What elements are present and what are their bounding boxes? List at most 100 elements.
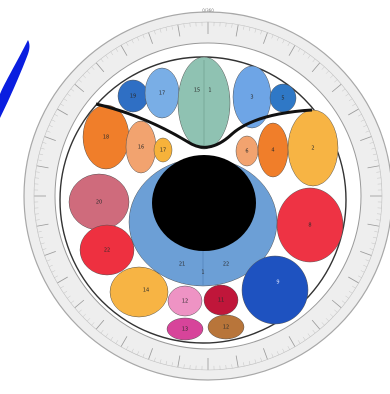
scale-tick (352, 285, 356, 289)
scale-tick (44, 136, 56, 141)
bubble-left-upper-lightblue: 17 (144, 67, 180, 119)
scale-tick (165, 360, 168, 365)
scale-tick (131, 39, 134, 44)
scale-tick (159, 359, 162, 364)
scale-tick (345, 295, 349, 299)
scale-tick (35, 171, 40, 173)
bubble-label: 16 (138, 145, 144, 151)
scale-tick (331, 299, 342, 309)
scale-tick (126, 345, 129, 350)
scale-tick (376, 219, 381, 221)
scale-tick (86, 70, 91, 74)
scale-tick (341, 88, 346, 92)
scale-tick (51, 270, 56, 273)
scale-tick (115, 340, 119, 344)
scale-tick (91, 322, 95, 326)
scale-tick (39, 153, 44, 156)
scale-guide-circle (33, 21, 383, 371)
bubble-label: 22 (223, 262, 229, 268)
scale-tick (363, 264, 368, 267)
scale-tick (153, 30, 156, 35)
scale-tick (287, 42, 290, 47)
bubble-bottom-pink: 12 (167, 285, 203, 317)
scale-tick (243, 25, 245, 30)
bubble-label: 4 (271, 148, 274, 154)
scale-tick (325, 70, 330, 74)
scale-tick (302, 336, 306, 341)
scale-tick (288, 336, 296, 347)
wavy-divider (95, 102, 313, 149)
bubble-right-yellow: 2 (287, 109, 339, 187)
bubble-label: 18 (103, 135, 109, 141)
scale-tick (243, 362, 245, 367)
scale-tick (248, 360, 251, 365)
scale-tick (348, 290, 353, 294)
bubble-label: 5 (281, 96, 284, 102)
bubble-bottom-brown: 12 (207, 314, 245, 340)
ring-top-label: 0/360 (202, 8, 214, 13)
scale-tick (42, 141, 47, 144)
scale-tick (360, 119, 365, 122)
scale-tick (82, 313, 86, 318)
scale-tick (369, 248, 374, 251)
scale-tick (360, 136, 372, 141)
scale-tick (177, 355, 181, 368)
bubble-bottom-yellow: 14 (109, 266, 169, 318)
scale-tick (137, 351, 140, 356)
scale-tick (334, 79, 338, 83)
bubble-label: 2 (311, 146, 314, 152)
left-blue-shape (0, 40, 30, 118)
black-core (152, 155, 256, 251)
scale-tick (35, 219, 40, 221)
scale-tick (331, 83, 342, 93)
scale-tick (46, 130, 51, 133)
scale-tick (372, 236, 377, 239)
scale-tick (325, 318, 330, 322)
scale-tick (276, 351, 279, 356)
bubble-top-center: 15 1 (177, 56, 231, 150)
bubble-label: 19 (130, 94, 136, 100)
scale-tick (115, 48, 119, 52)
scale-tick (54, 275, 59, 278)
scale-tick (254, 359, 257, 364)
bubble-right-peach-small: 6 (235, 135, 259, 167)
scale-tick (302, 51, 306, 56)
scale-tick (95, 319, 105, 330)
scale-tick (82, 74, 86, 79)
scale-tick (120, 45, 128, 56)
scale-tick (110, 336, 114, 341)
scale-tick (311, 319, 321, 330)
scale-tick (271, 353, 274, 358)
scale-tick (74, 299, 85, 309)
scale-tick (276, 36, 279, 41)
scale-tick (42, 248, 47, 251)
scale-tick (365, 259, 370, 262)
scale-tick (235, 355, 239, 368)
scale-tick (46, 259, 51, 262)
bubble-label: 15 (194, 88, 200, 94)
scale-tick (60, 285, 64, 289)
scale-tick (100, 58, 104, 63)
scale-tick (40, 242, 45, 245)
bubble-left-peach: 16 (125, 120, 157, 174)
scale-tick (105, 333, 109, 337)
scale-tick (360, 251, 372, 256)
bubble-label: 1 (208, 88, 211, 94)
scale-tick (348, 276, 359, 284)
bubble-label: 3 (250, 95, 253, 101)
scale-tick (254, 28, 257, 33)
scale-tick (334, 309, 338, 313)
bubble-left-orange: 18 (82, 104, 130, 170)
bubble-right-orange: 4 (257, 122, 289, 178)
scale-tick (63, 290, 68, 294)
scale-tick (126, 42, 129, 47)
scale-tick (36, 165, 49, 169)
scale-tick (91, 66, 95, 70)
bubble-left-red: 22 (79, 224, 135, 276)
scale-tick (248, 27, 251, 32)
scale-tick (95, 62, 105, 73)
bubble-bottom-crimson: 11 (203, 284, 239, 316)
scale-tick (105, 55, 109, 59)
scale-ticks (33, 21, 383, 371)
